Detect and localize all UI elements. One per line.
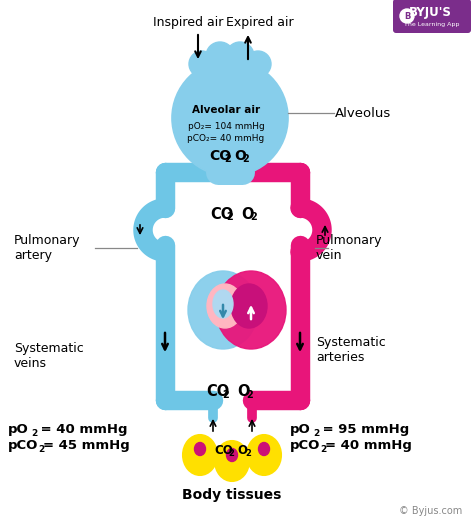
- Text: pO: pO: [290, 423, 311, 436]
- Text: pO: pO: [8, 423, 29, 436]
- Text: 2: 2: [243, 154, 249, 164]
- Text: Alveolar air: Alveolar air: [192, 105, 260, 115]
- Text: Pulmonary
artery: Pulmonary artery: [14, 234, 81, 262]
- Text: = 40 mmHg: = 40 mmHg: [325, 439, 412, 452]
- Text: Body tissues: Body tissues: [182, 488, 282, 502]
- Text: 2: 2: [251, 212, 257, 222]
- Text: CO: CO: [215, 445, 233, 458]
- Text: CO: CO: [209, 149, 231, 163]
- Text: O: O: [242, 206, 254, 222]
- Text: 2: 2: [227, 212, 233, 222]
- Text: Pulmonary
vein: Pulmonary vein: [316, 234, 383, 262]
- Text: CO: CO: [210, 206, 234, 222]
- Text: 2: 2: [245, 449, 251, 459]
- Ellipse shape: [183, 435, 217, 475]
- Text: 2: 2: [31, 428, 37, 437]
- Text: 2: 2: [38, 445, 44, 453]
- Ellipse shape: [227, 448, 237, 462]
- Text: 2: 2: [246, 390, 254, 400]
- FancyBboxPatch shape: [393, 0, 471, 33]
- Text: Alveolus: Alveolus: [335, 107, 391, 120]
- Ellipse shape: [188, 271, 258, 349]
- Text: pCO: pCO: [290, 439, 320, 452]
- Circle shape: [206, 42, 234, 70]
- Text: O: O: [234, 149, 246, 163]
- Text: BYJU'S: BYJU'S: [409, 6, 451, 19]
- Circle shape: [189, 51, 215, 77]
- Circle shape: [172, 60, 288, 176]
- Text: 2: 2: [223, 390, 229, 400]
- Text: O: O: [237, 445, 247, 458]
- Ellipse shape: [194, 443, 206, 456]
- Ellipse shape: [231, 284, 267, 328]
- Text: CO: CO: [206, 384, 229, 399]
- Text: 2: 2: [225, 154, 231, 164]
- Circle shape: [400, 9, 414, 23]
- Text: Systematic
arteries: Systematic arteries: [316, 336, 386, 364]
- Text: = 95 mmHg: = 95 mmHg: [318, 423, 409, 436]
- Ellipse shape: [213, 290, 233, 318]
- Text: Systematic
veins: Systematic veins: [14, 342, 84, 370]
- Text: B: B: [404, 11, 410, 20]
- Text: © Byjus.com: © Byjus.com: [399, 506, 462, 516]
- Ellipse shape: [258, 443, 270, 456]
- Text: pO₂= 104 mmHg: pO₂= 104 mmHg: [188, 122, 264, 131]
- Circle shape: [245, 51, 271, 77]
- Text: O: O: [238, 384, 250, 399]
- Ellipse shape: [215, 441, 249, 481]
- Ellipse shape: [207, 284, 243, 328]
- Text: pCO: pCO: [8, 439, 38, 452]
- Text: 2: 2: [313, 428, 319, 437]
- Text: pCO₂= 40 mmHg: pCO₂= 40 mmHg: [187, 134, 264, 142]
- Text: The Learning App: The Learning App: [404, 21, 460, 27]
- Text: = 40 mmHg: = 40 mmHg: [36, 423, 128, 436]
- Text: 2: 2: [228, 449, 234, 459]
- Text: 2: 2: [320, 445, 326, 453]
- Ellipse shape: [247, 435, 281, 475]
- Text: Expired air: Expired air: [226, 16, 294, 29]
- Circle shape: [226, 42, 254, 70]
- Text: Inspired air: Inspired air: [153, 16, 223, 29]
- Ellipse shape: [216, 271, 286, 349]
- Text: = 45 mmHg: = 45 mmHg: [43, 439, 130, 452]
